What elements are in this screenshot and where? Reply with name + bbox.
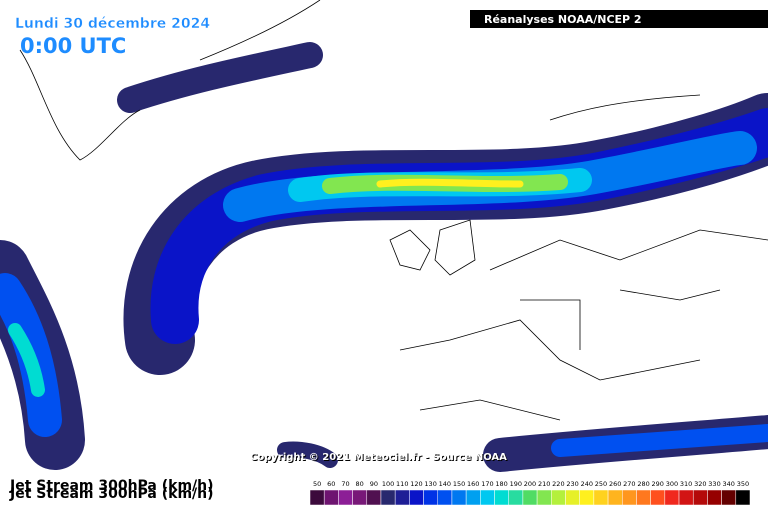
legend-label: 300 bbox=[666, 480, 678, 488]
legend-label: 50 bbox=[313, 480, 321, 488]
copyright-shadow: Copyright © 2021 Meteociel.fr - Source N… bbox=[251, 453, 508, 464]
legend-swatch bbox=[338, 489, 353, 506]
legend-swatch bbox=[394, 489, 410, 506]
legend-swatch bbox=[451, 489, 467, 506]
legend-swatch bbox=[551, 489, 566, 506]
legend-swatch bbox=[352, 489, 368, 506]
legend-label: 60 bbox=[327, 480, 335, 488]
legend-label: 210 bbox=[538, 480, 550, 488]
legend-label: 310 bbox=[680, 480, 692, 488]
legend-label: 180 bbox=[495, 480, 507, 488]
legend-swatch bbox=[522, 489, 538, 506]
legend-swatch bbox=[721, 489, 737, 506]
legend-label: 80 bbox=[356, 480, 364, 488]
legend-swatch bbox=[622, 489, 637, 506]
legend-label: 290 bbox=[652, 480, 664, 488]
legend-swatch bbox=[636, 489, 651, 506]
legend-swatch bbox=[309, 489, 325, 506]
date-label: Lundi 30 décembre 2024 bbox=[15, 16, 210, 32]
legend-label: 330 bbox=[708, 480, 720, 488]
legend-swatch bbox=[650, 489, 666, 506]
legend: 50 60 70 80 90 100 110 120 130 140 150 160 170 180 190… bbox=[309, 480, 751, 506]
legend-swatch bbox=[409, 489, 424, 506]
legend-swatch bbox=[579, 489, 595, 506]
legend-label: 260 bbox=[609, 480, 621, 488]
source-box bbox=[470, 10, 768, 28]
legend-swatch bbox=[565, 489, 580, 506]
legend-label: 160 bbox=[467, 480, 479, 488]
source-label: Réanalyses NOAA/NCEP 2 bbox=[484, 13, 642, 26]
legend-swatch bbox=[508, 489, 524, 506]
legend-swatch bbox=[423, 489, 438, 506]
legend-label: 140 bbox=[439, 480, 451, 488]
footer-title: Jet Stream 300hPa (km/h) bbox=[9, 478, 214, 494]
legend-label: 220 bbox=[552, 480, 564, 488]
coastlines bbox=[19, 0, 768, 421]
legend-label: 130 bbox=[424, 480, 436, 488]
legend-swatch bbox=[366, 489, 382, 506]
legend-swatch bbox=[480, 489, 495, 506]
legend-label: 320 bbox=[694, 480, 706, 488]
legend-swatch bbox=[607, 489, 623, 506]
legend-swatch bbox=[494, 489, 509, 506]
time-label: 0:00 UTC bbox=[20, 34, 126, 58]
copyright: Copyright © 2021 Meteociel.fr - Source N… bbox=[250, 452, 507, 463]
legend-swatch bbox=[465, 489, 481, 506]
legend-label: 100 bbox=[382, 480, 394, 488]
legend-label: 90 bbox=[370, 480, 378, 488]
footer-title-shadow: Jet Stream 300hPa (km/h) bbox=[9, 486, 214, 502]
legend-label: 190 bbox=[510, 480, 522, 488]
legend-swatch bbox=[437, 489, 453, 506]
legend-label: 110 bbox=[396, 480, 408, 488]
legend-label: 270 bbox=[623, 480, 635, 488]
legend-label: 70 bbox=[341, 480, 349, 488]
legend-label: 150 bbox=[453, 480, 465, 488]
legend-swatch bbox=[664, 489, 680, 506]
legend-label: 120 bbox=[410, 480, 422, 488]
legend-label: 170 bbox=[481, 480, 493, 488]
legend-swatch bbox=[536, 489, 552, 506]
legend-swatch bbox=[380, 489, 396, 506]
jet-stream bbox=[0, 42, 768, 472]
legend-label: 230 bbox=[566, 480, 578, 488]
legend-label: 350 bbox=[737, 480, 749, 488]
legend-swatch bbox=[692, 489, 708, 506]
legend-swatch bbox=[707, 489, 722, 506]
legend-label: 340 bbox=[722, 480, 734, 488]
legend-swatch bbox=[323, 489, 339, 506]
legend-label: 240 bbox=[581, 480, 593, 488]
legend-label: 280 bbox=[637, 480, 649, 488]
legend-swatch bbox=[678, 489, 694, 506]
legend-label: 200 bbox=[524, 480, 536, 488]
legend-swatch bbox=[593, 489, 609, 506]
legend-label: 250 bbox=[595, 480, 607, 488]
legend-swatch bbox=[735, 489, 751, 506]
